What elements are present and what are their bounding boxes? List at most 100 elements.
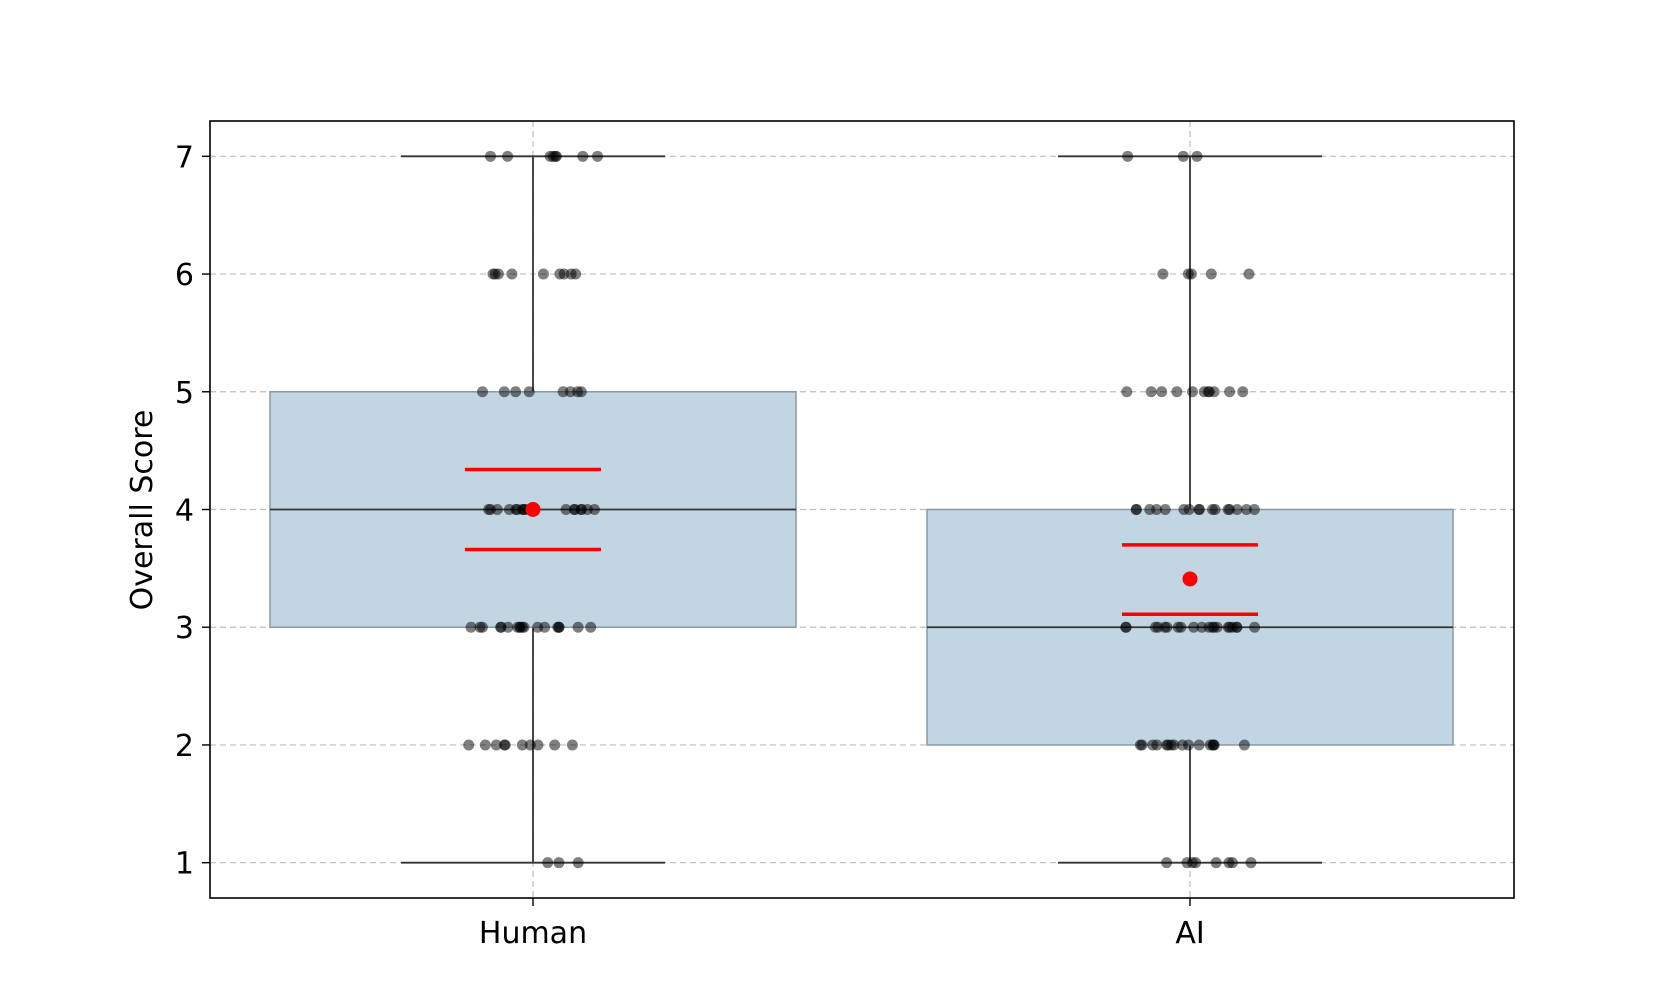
data-point-human	[537, 268, 549, 280]
x-tick-label-ai: AI	[1175, 916, 1204, 951]
data-point-human	[550, 150, 561, 162]
data-point-ai	[1193, 739, 1205, 751]
data-point-human	[565, 268, 577, 280]
data-point-ai	[1122, 150, 1134, 162]
data-point-human	[523, 386, 535, 398]
data-point-human	[499, 739, 510, 751]
data-point-ai	[1224, 386, 1236, 398]
y-axis-label: Overall Score	[125, 410, 160, 611]
data-point-human	[503, 504, 515, 515]
data-point-ai	[1237, 386, 1249, 398]
data-point-human	[549, 739, 561, 751]
data-point-ai	[1248, 504, 1260, 515]
y-tick-label: 2	[175, 729, 194, 764]
data-point-ai	[1182, 268, 1194, 280]
data-point-human	[572, 621, 584, 633]
data-point-human	[585, 621, 597, 633]
data-point-ai	[1243, 268, 1255, 280]
data-point-ai	[1161, 857, 1173, 869]
data-point-human	[483, 504, 495, 515]
data-point-human	[557, 386, 569, 398]
data-point-ai	[1151, 739, 1163, 751]
y-tick-label: 7	[175, 140, 194, 175]
data-point-human	[490, 739, 502, 751]
data-point-human	[491, 504, 503, 515]
data-point-ai	[1177, 739, 1188, 751]
data-point-human	[506, 268, 518, 280]
mean-marker-human	[525, 502, 541, 517]
data-point-ai	[1208, 386, 1220, 398]
data-point-ai	[1152, 621, 1164, 633]
data-point-ai	[1245, 857, 1257, 869]
data-point-human	[539, 621, 551, 633]
data-point-human	[542, 857, 554, 869]
data-point-ai	[1188, 621, 1200, 633]
data-point-ai	[1224, 504, 1236, 515]
data-point-human	[518, 621, 530, 633]
data-point-ai	[1208, 739, 1220, 751]
x-tick-label-human: Human	[479, 916, 587, 951]
data-point-human	[510, 386, 522, 398]
grid-layer	[210, 121, 1514, 898]
data-point-human	[532, 739, 544, 751]
data-point-ai	[1157, 268, 1169, 280]
data-point-ai	[1156, 386, 1168, 398]
data-point-ai	[1175, 621, 1187, 633]
data-point-ai	[1206, 621, 1218, 633]
data-point-human	[572, 857, 584, 869]
data-point-ai	[1162, 739, 1174, 751]
data-point-ai	[1121, 386, 1133, 398]
point-layer	[463, 150, 1261, 869]
data-point-human	[465, 621, 477, 633]
data-point-ai	[1231, 621, 1243, 633]
data-point-ai	[1249, 621, 1261, 633]
data-point-human	[566, 739, 578, 751]
data-point-human	[511, 504, 523, 515]
mean-layer	[465, 467, 1258, 617]
data-point-human	[589, 504, 600, 515]
data-point-human	[553, 857, 565, 869]
data-point-ai	[1171, 386, 1183, 398]
data-point-human	[524, 739, 536, 751]
data-point-human	[498, 386, 510, 398]
data-point-human	[485, 150, 496, 162]
data-point-human	[502, 150, 514, 162]
tick-layer: 1 2 3 4 5 6 7 Human AI	[175, 140, 1205, 951]
data-point-human	[569, 504, 580, 515]
data-point-ai	[1177, 150, 1189, 162]
y-tick-label: 3	[175, 611, 194, 646]
data-point-human	[592, 150, 603, 162]
data-point-ai	[1191, 150, 1203, 162]
data-point-ai	[1145, 386, 1157, 398]
data-point-human	[577, 150, 589, 162]
data-point-ai	[1240, 504, 1252, 515]
y-tick-label: 1	[175, 847, 194, 882]
data-point-ai	[1238, 739, 1250, 751]
data-point-human	[463, 739, 475, 751]
data-point-ai	[1193, 504, 1205, 515]
data-point-ai	[1178, 504, 1190, 515]
data-point-human	[560, 504, 572, 515]
mean-marker-ai	[1182, 571, 1198, 587]
data-point-human	[474, 621, 486, 633]
data-point-human	[477, 386, 488, 398]
data-point-human	[553, 621, 565, 633]
data-point-ai	[1120, 621, 1132, 633]
data-point-ai	[1209, 504, 1221, 515]
data-point-ai	[1181, 857, 1193, 869]
data-point-human	[516, 739, 528, 751]
data-point-human	[479, 739, 491, 751]
data-point-ai	[1159, 504, 1171, 515]
data-point-ai	[1223, 857, 1235, 869]
data-point-ai	[1205, 268, 1217, 280]
y-tick-label: 5	[175, 376, 194, 411]
data-point-human	[572, 386, 584, 398]
data-point-human	[489, 268, 501, 280]
data-point-human	[495, 621, 507, 633]
data-point-ai	[1130, 504, 1142, 515]
data-point-ai	[1151, 504, 1163, 515]
y-tick-label: 6	[175, 258, 194, 293]
y-tick-label: 4	[175, 494, 194, 529]
